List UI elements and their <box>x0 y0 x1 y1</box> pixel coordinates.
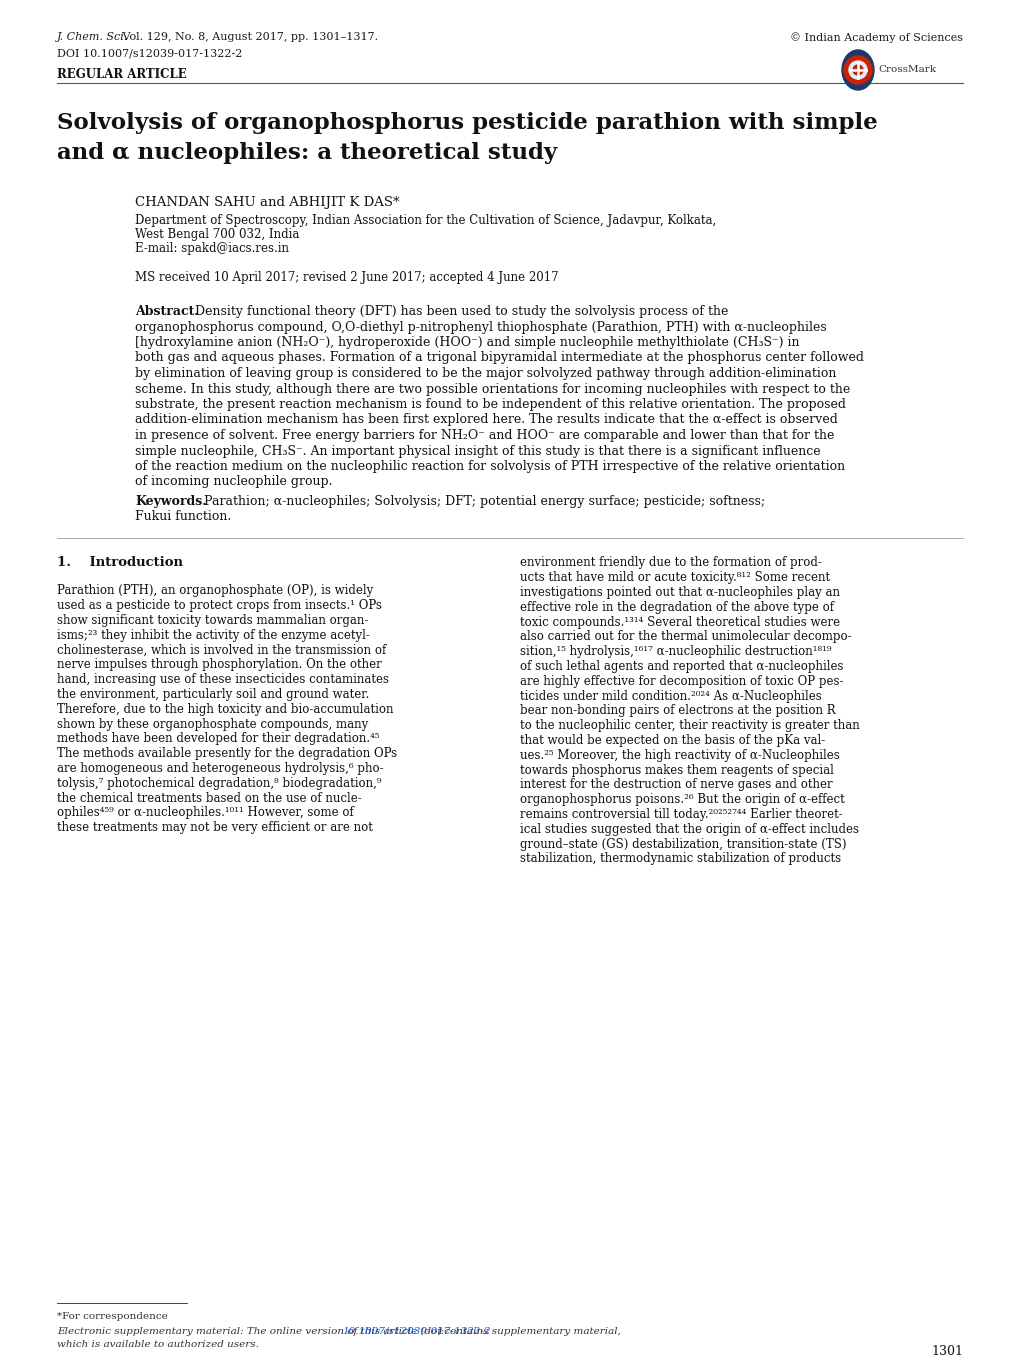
Text: © Indian Academy of Sciences: © Indian Academy of Sciences <box>790 33 962 43</box>
Text: 1.    Introduction: 1. Introduction <box>57 557 182 569</box>
Text: are homogeneous and heterogeneous hydrolysis,⁶ pho-: are homogeneous and heterogeneous hydrol… <box>57 762 383 775</box>
Text: E-mail: spakd@iacs.res.in: E-mail: spakd@iacs.res.in <box>135 243 288 255</box>
Text: by elimination of leaving group is considered to be the major solvolyzed pathway: by elimination of leaving group is consi… <box>135 367 836 379</box>
Text: Keywords.: Keywords. <box>135 495 207 508</box>
Text: which is available to authorized users.: which is available to authorized users. <box>57 1340 259 1350</box>
Text: methods have been developed for their degradation.⁴⁵: methods have been developed for their de… <box>57 733 379 745</box>
Text: addition-elimination mechanism has been first explored here. The results indicat: addition-elimination mechanism has been … <box>135 413 837 427</box>
Text: the chemical treatments based on the use of nucle-: the chemical treatments based on the use… <box>57 791 362 805</box>
Text: used as a pesticide to protect crops from insects.¹ OPs: used as a pesticide to protect crops fro… <box>57 599 381 612</box>
Text: cholinesterase, which is involved in the transmission of: cholinesterase, which is involved in the… <box>57 644 386 657</box>
Text: ticides under mild condition.²⁰²⁴ As α-Nucleophiles: ticides under mild condition.²⁰²⁴ As α-N… <box>520 690 821 703</box>
Text: CHANDAN SAHU and ABHIJIT K DAS*: CHANDAN SAHU and ABHIJIT K DAS* <box>135 196 399 209</box>
Text: Therefore, due to the high toxicity and bio-accumulation: Therefore, due to the high toxicity and … <box>57 703 393 715</box>
Text: scheme. In this study, although there are two possible orientations for incoming: scheme. In this study, although there ar… <box>135 382 850 396</box>
Text: toxic compounds.¹³¹⁴ Several theoretical studies were: toxic compounds.¹³¹⁴ Several theoretical… <box>520 615 840 629</box>
Text: DOI 10.1007/s12039-017-1322-2: DOI 10.1007/s12039-017-1322-2 <box>57 47 243 58</box>
Text: ical studies suggested that the origin of α-effect includes: ical studies suggested that the origin o… <box>520 822 858 836</box>
Text: organophosphorus poisons.²⁶ But the origin of α-effect: organophosphorus poisons.²⁶ But the orig… <box>520 793 844 806</box>
Text: The methods available presently for the degradation OPs: The methods available presently for the … <box>57 747 396 760</box>
Text: Fukui function.: Fukui function. <box>135 511 231 523</box>
Text: shown by these organophosphate compounds, many: shown by these organophosphate compounds… <box>57 718 368 730</box>
Text: Abstract.: Abstract. <box>135 305 199 318</box>
Text: ues.²⁵ Moreover, the high reactivity of α-Nucleophiles: ues.²⁵ Moreover, the high reactivity of … <box>520 749 839 762</box>
Text: REGULAR ARTICLE: REGULAR ARTICLE <box>57 68 186 81</box>
Text: isms;²³ they inhibit the activity of the enzyme acetyl-: isms;²³ they inhibit the activity of the… <box>57 629 370 642</box>
Text: are highly effective for decomposition of toxic OP pes-: are highly effective for decomposition o… <box>520 675 843 688</box>
Ellipse shape <box>852 65 862 75</box>
Text: remains controversial till today.²⁰²⁵²⁷⁴⁴ Earlier theoret-: remains controversial till today.²⁰²⁵²⁷⁴… <box>520 808 842 821</box>
Text: the environment, particularly soil and ground water.: the environment, particularly soil and g… <box>57 688 369 701</box>
Text: of the reaction medium on the nucleophilic reaction for solvolysis of PTH irresp: of the reaction medium on the nucleophil… <box>135 459 845 473</box>
Text: simple nucleophile, CH₃S⁻. An important physical insight of this study is that t: simple nucleophile, CH₃S⁻. An important … <box>135 444 820 458</box>
Text: investigations pointed out that α-nucleophiles play an: investigations pointed out that α-nucleo… <box>520 585 840 599</box>
Text: Parathion; α-nucleophiles; Solvolysis; DFT; potential energy surface; pesticide;: Parathion; α-nucleophiles; Solvolysis; D… <box>192 495 764 508</box>
Text: nerve impulses through phosphorylation. On the other: nerve impulses through phosphorylation. … <box>57 659 381 671</box>
Text: environment friendly due to the formation of prod-: environment friendly due to the formatio… <box>520 557 821 569</box>
Text: West Bengal 700 032, India: West Bengal 700 032, India <box>135 228 300 241</box>
Text: of incoming nucleophile group.: of incoming nucleophile group. <box>135 476 332 489</box>
Text: bear non-bonding pairs of electrons at the position R: bear non-bonding pairs of electrons at t… <box>520 705 835 717</box>
Text: Electronic supplementary material: The online version of this article (doi:: Electronic supplementary material: The o… <box>57 1327 444 1336</box>
Text: hand, increasing use of these insecticides contaminates: hand, increasing use of these insecticid… <box>57 673 388 686</box>
Text: both gas and aqueous phases. Formation of a trigonal bipyramidal intermediate at: both gas and aqueous phases. Formation o… <box>135 351 863 364</box>
Text: also carried out for the thermal unimolecular decompo-: also carried out for the thermal unimole… <box>520 630 851 644</box>
Text: substrate, the present reaction mechanism is found to be independent of this rel: substrate, the present reaction mechanis… <box>135 398 845 411</box>
Text: Parathion (PTH), an organophosphate (OP), is widely: Parathion (PTH), an organophosphate (OP)… <box>57 584 373 598</box>
Text: interest for the destruction of nerve gases and other: interest for the destruction of nerve ga… <box>520 778 832 791</box>
Text: Solvolysis of organophosphorus pesticide parathion with simple: Solvolysis of organophosphorus pesticide… <box>57 112 877 134</box>
Text: stabilization, thermodynamic stabilization of products: stabilization, thermodynamic stabilizati… <box>520 852 841 866</box>
Text: J. Chem. Sci.: J. Chem. Sci. <box>57 33 128 42</box>
Text: ucts that have mild or acute toxicity.⁸¹² Some recent: ucts that have mild or acute toxicity.⁸¹… <box>520 572 829 584</box>
Text: ) contains supplementary material,: ) contains supplementary material, <box>436 1327 621 1336</box>
Text: Department of Spectroscopy, Indian Association for the Cultivation of Science, J: Department of Spectroscopy, Indian Assoc… <box>135 214 715 228</box>
Text: in presence of solvent. Free energy barriers for NH₂O⁻ and HOO⁻ are comparable a: in presence of solvent. Free energy barr… <box>135 430 834 442</box>
Text: ground–state (GS) destabilization, transition-state (TS): ground–state (GS) destabilization, trans… <box>520 837 846 851</box>
Text: tolysis,⁷ photochemical degradation,⁸ biodegradation,⁹: tolysis,⁷ photochemical degradation,⁸ bi… <box>57 776 381 790</box>
Ellipse shape <box>843 56 871 84</box>
Text: these treatments may not be very efficient or are not: these treatments may not be very efficie… <box>57 821 373 835</box>
Text: Vol. 129, No. 8, August 2017, pp. 1301–1317.: Vol. 129, No. 8, August 2017, pp. 1301–1… <box>119 33 378 42</box>
Text: show significant toxicity towards mammalian organ-: show significant toxicity towards mammal… <box>57 614 368 627</box>
Text: and α nucleophiles: a theoretical study: and α nucleophiles: a theoretical study <box>57 142 556 164</box>
Text: Density functional theory (DFT) has been used to study the solvolysis process of: Density functional theory (DFT) has been… <box>186 305 728 318</box>
Text: [hydroxylamine anion (NH₂O⁻), hydroperoxide (HOO⁻) and simple nucleophile methyl: [hydroxylamine anion (NH₂O⁻), hydroperox… <box>135 336 799 350</box>
Text: 1301: 1301 <box>930 1346 962 1355</box>
Text: to the nucleophilic center, their reactivity is greater than: to the nucleophilic center, their reacti… <box>520 720 859 732</box>
Text: effective role in the degradation of the above type of: effective role in the degradation of the… <box>520 600 834 614</box>
Text: 10.1007/s12039-017-1322-2: 10.1007/s12039-017-1322-2 <box>341 1327 490 1336</box>
Text: MS received 10 April 2017; revised 2 June 2017; accepted 4 June 2017: MS received 10 April 2017; revised 2 Jun… <box>135 271 558 285</box>
Text: of such lethal agents and reported that α-nucleophiles: of such lethal agents and reported that … <box>520 660 843 673</box>
Text: CrossMark: CrossMark <box>877 65 935 75</box>
Text: that would be expected on the basis of the pKa val-: that would be expected on the basis of t… <box>520 734 824 747</box>
Ellipse shape <box>848 61 866 79</box>
Text: organophosphorus compound, O,O-diethyl p-nitrophenyl thiophosphate (Parathion, P: organophosphorus compound, O,O-diethyl p… <box>135 321 826 333</box>
Ellipse shape <box>841 50 873 89</box>
Text: towards phosphorus makes them reagents of special: towards phosphorus makes them reagents o… <box>520 764 834 776</box>
Text: ophiles⁴⁵⁹ or α-nucleophiles.¹⁰¹¹ However, some of: ophiles⁴⁵⁹ or α-nucleophiles.¹⁰¹¹ Howeve… <box>57 806 354 820</box>
Text: *For correspondence: *For correspondence <box>57 1312 167 1321</box>
Text: sition,¹⁵ hydrolysis,¹⁶¹⁷ α-nucleophilic destruction¹⁸¹⁹: sition,¹⁵ hydrolysis,¹⁶¹⁷ α-nucleophilic… <box>520 645 830 659</box>
